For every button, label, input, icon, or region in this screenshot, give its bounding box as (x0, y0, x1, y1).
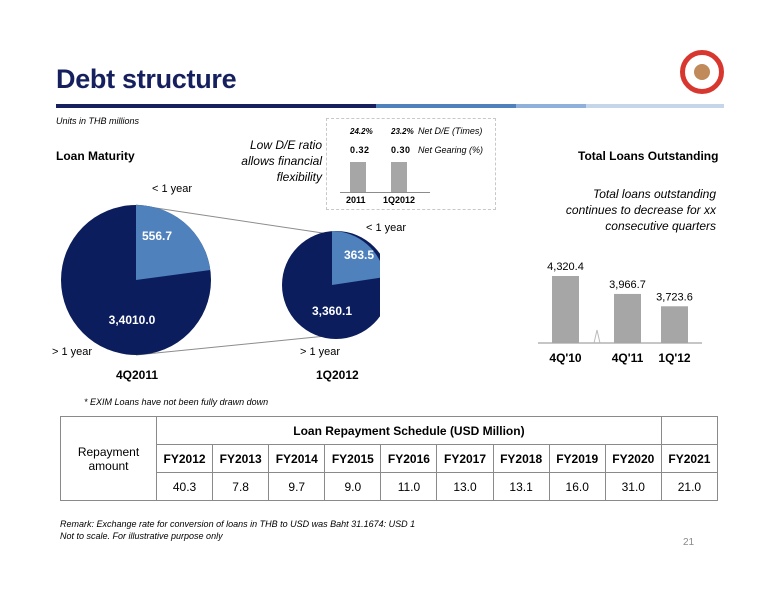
repayment-years-row: FY2012 FY2013 FY2014 FY2015 FY2016 FY2017 FY20… (61, 444, 719, 473)
repayment-year-cell: FY2019 (548, 444, 606, 473)
connector-bottom-line (135, 334, 337, 356)
repayment-amount-cell: 21.0 (660, 472, 719, 501)
de-bar-2011 (350, 162, 366, 192)
repayment-table-title: Loan Repayment Schedule (USD Million) (156, 416, 662, 445)
de-ratio-box (326, 118, 496, 210)
connector-top-line (135, 204, 337, 236)
de-pct-2011: 24.2% (350, 127, 373, 136)
total-loans-value-label: 3,723.6 (656, 291, 693, 303)
remark-line2: Not to scale. For illustrative purpose o… (60, 531, 223, 541)
page-title: Debt structure (56, 64, 237, 94)
pie-4q2011-long-label: > 1 year (52, 346, 93, 358)
net-de-label: Net D/E (Times) (418, 126, 483, 136)
pie-4q2011-short-slice (136, 205, 211, 280)
de-value-2011: 0.32 (350, 145, 370, 155)
remark: Remark: Exchange rate for conversion of … (60, 518, 415, 542)
repayment-year-cell: FY2013 (212, 444, 270, 473)
pie-1q2012-long-value: 3,360.1 (312, 304, 352, 318)
total-loans-value-label: 3,966.7 (609, 279, 646, 291)
pie-4q2011-short-label: < 1 year (152, 183, 193, 195)
total-loans-bar (552, 276, 579, 343)
repayment-year-cell: FY2012 (155, 444, 214, 473)
de-note-line1: Low D/E ratio (249, 138, 322, 152)
repayment-amount-cell: 31.0 (604, 472, 662, 501)
pie-4q2011-short-value: 556.7 (142, 229, 172, 243)
pie-1q2012-short-value: 363.5 (344, 248, 374, 262)
repayment-year-cell: FY2015 (324, 444, 382, 473)
de-pct-1q2012: 23.2% (391, 127, 414, 136)
pie-1q2012-short-slice (332, 231, 380, 285)
pie-1q2012-long-label: > 1 year (300, 346, 341, 358)
repayment-year-cell: FY2016 (380, 444, 438, 473)
total-loans-note-line2: continues to decrease for xx (565, 203, 716, 217)
repayment-amount-cell: 13.1 (492, 472, 550, 501)
de-value-1q2012: 0.30 (391, 145, 411, 155)
de-axis-line (340, 192, 430, 193)
de-cat-2011: 2011 (346, 195, 366, 205)
total-loans-label: Total Loans Outstanding (578, 149, 719, 163)
loan-maturity-label: Loan Maturity (56, 149, 135, 163)
repayment-year-cell: FY2021 (660, 444, 719, 473)
repayment-amount-cell: 40.3 (155, 472, 214, 501)
de-cat-1q2012: 1Q2012 (383, 195, 416, 205)
total-loans-chart: 4,320.4 4Q'10 3,966.7 4Q'11 3,723.6 1Q'12 (538, 261, 702, 365)
net-gearing-label: Net Gearing (%) (418, 145, 484, 155)
total-loans-bar (614, 293, 641, 343)
repayment-amount-cell: 7.8 (212, 472, 270, 501)
repayment-year-cell: FY2018 (492, 444, 550, 473)
de-ratio-note: Low D/E ratio allows financial flexibili… (196, 137, 322, 185)
repayment-row-header: Repayment amount (60, 416, 157, 501)
pie-4q2011-long-value: 3,4010.0 (109, 313, 156, 327)
total-loans-value-label: 4,320.4 (547, 261, 584, 273)
loan-maturity-pies: 556.7 3,4010.0 363.5 3,360.1 (61, 204, 380, 356)
repayment-amounts-row: 40.3 7.8 9.7 9.0 11.0 13.0 13.1 16.0 31.0 21.0 (61, 472, 719, 501)
repayment-amount-cell: 9.0 (324, 472, 382, 501)
pie-1q2012-short-label: < 1 year (366, 222, 407, 234)
total-loans-bar (661, 306, 688, 343)
repayment-title-blank-cell (660, 416, 719, 445)
axis-break-mark (593, 329, 601, 344)
total-loans-note-line1: Total loans outstanding (593, 187, 716, 201)
title-underline (56, 104, 724, 108)
pie-4q2011-caption: 4Q2011 (116, 368, 159, 382)
total-loans-note-line3: consecutive quarters (605, 219, 716, 233)
company-logo-icon (680, 50, 724, 94)
repayment-table: Repayment amount Loan Repayment Schedule… (60, 416, 719, 501)
repayment-year-cell: FY2020 (604, 444, 662, 473)
repayment-amount-cell: 11.0 (380, 472, 438, 501)
total-loans-category-label: 1Q'12 (658, 351, 691, 365)
de-note-line2: allows financial (241, 154, 322, 168)
total-loans-category-label: 4Q'10 (549, 351, 582, 365)
de-note-line3: flexibility (276, 170, 322, 184)
page-number: 21 (683, 537, 695, 548)
units-note: Units in THB millions (56, 116, 140, 126)
total-loans-category-label: 4Q'11 (612, 351, 644, 365)
pie-1q2012-caption: 1Q2012 (316, 368, 359, 382)
total-loans-note: Total loans outstanding continues to dec… (540, 186, 716, 234)
exim-footnote: * EXIM Loans have not been fully drawn d… (84, 397, 269, 407)
repayment-amount-cell: 9.7 (268, 472, 326, 501)
repayment-amount-cell: 13.0 (436, 472, 494, 501)
repayment-year-cell: FY2017 (436, 444, 494, 473)
de-bar-1q2012 (391, 162, 407, 192)
remark-line1: Remark: Exchange rate for conversion of … (60, 519, 416, 529)
repayment-year-cell: FY2014 (268, 444, 326, 473)
repayment-amount-cell: 16.0 (548, 472, 606, 501)
